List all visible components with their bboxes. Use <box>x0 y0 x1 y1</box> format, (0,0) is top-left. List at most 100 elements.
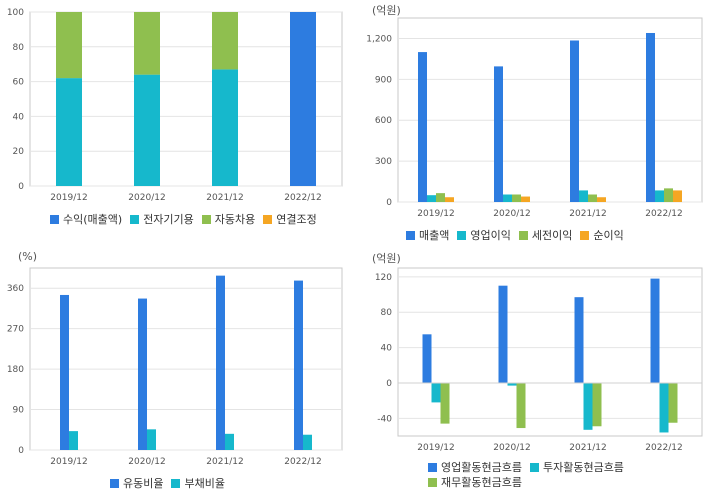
legend-item: 전자기기용 <box>130 212 194 227</box>
bar <box>216 275 225 450</box>
legend-item: 투자활동현금흐름 <box>529 460 624 475</box>
y-tick-label: 0 <box>18 446 24 456</box>
legend-item: 유동비율 <box>110 476 163 491</box>
y-tick-label: 0 <box>386 198 392 208</box>
bar <box>583 382 593 430</box>
y-tick-label: 40 <box>13 112 25 122</box>
y-tick-label: 180 <box>7 365 24 375</box>
bar <box>290 12 316 186</box>
legend-label: 연결조정 <box>276 213 317 226</box>
x-tick-label: 2019/12 <box>417 443 454 453</box>
bar <box>570 40 579 202</box>
legend-swatch <box>201 215 211 224</box>
bar <box>212 69 238 186</box>
bar <box>588 194 597 202</box>
bar <box>427 195 436 202</box>
x-tick-label: 2021/12 <box>206 193 243 203</box>
legend-label: 매출액 <box>419 229 450 242</box>
x-tick-label: 2022/12 <box>645 209 682 219</box>
legend-swatch <box>518 231 528 240</box>
y-tick-label: 100 <box>7 8 24 18</box>
x-tick-label: 2022/12 <box>284 193 321 203</box>
bar <box>512 194 521 202</box>
bar <box>498 285 508 383</box>
bar <box>655 190 664 202</box>
legend-item: 세전이익 <box>518 228 573 243</box>
chart-unit: (%) <box>18 250 38 263</box>
bar <box>521 196 530 202</box>
x-tick-label: 2022/12 <box>645 443 682 453</box>
bar <box>134 12 160 75</box>
legend-swatch <box>406 231 415 240</box>
bar <box>579 190 588 202</box>
bar <box>69 431 78 450</box>
chart-legend: 수익(매출액) 전자기기용 자동차용 연결조정 <box>50 212 340 227</box>
bar <box>574 297 584 383</box>
bar <box>664 188 673 202</box>
legend-item: 자동차용 <box>201 212 255 227</box>
y-tick-label: 900 <box>375 75 392 85</box>
bar <box>60 294 69 450</box>
legend-item: 영업활동현금흐름 <box>428 460 522 475</box>
y-tick-label: 1,200 <box>366 34 392 44</box>
bar <box>440 382 450 424</box>
y-tick-label: 0 <box>18 182 24 192</box>
x-tick-label: 2020/12 <box>128 457 165 467</box>
chart-unit: (억원) <box>372 4 401 17</box>
legend-label: 수익(매출액) <box>63 213 123 226</box>
chart-legend: 유동비율 부채비율 <box>110 476 350 491</box>
bar <box>673 190 682 202</box>
legend-label: 영업활동현금흐름 <box>441 461 522 474</box>
bar <box>494 66 503 202</box>
legend-item: 수익(매출액) <box>50 212 122 227</box>
legend-item: 재무활동현금흐름 <box>428 475 522 490</box>
legend-item: 매출액 <box>406 228 449 243</box>
x-tick-label: 2019/12 <box>417 209 454 219</box>
plot-frame <box>397 17 703 203</box>
ratio-chart: (%) 0 90 180 270 360 2019/12 2020/12 2021/12 202… <box>0 248 360 496</box>
y-tick-label: 20 <box>13 147 25 157</box>
legend-swatch <box>110 479 119 488</box>
y-tick-label: 0 <box>386 379 392 389</box>
y-tick-label: 40 <box>381 344 393 354</box>
bar <box>147 429 156 450</box>
bar <box>294 280 303 450</box>
legend-item: 부채비율 <box>171 476 225 491</box>
bar <box>507 382 517 386</box>
x-tick-label: 2020/12 <box>493 443 530 453</box>
x-tick-label: 2019/12 <box>50 193 87 203</box>
legend-label: 투자활동현금흐름 <box>542 461 624 474</box>
x-tick-label: 2020/12 <box>128 193 165 203</box>
x-tick-label: 2021/12 <box>569 209 606 219</box>
cashflow-chart: (억원) -40 0 40 80 120 2019/12 2020/12 2021/12 202… <box>360 248 720 496</box>
bar <box>668 382 678 423</box>
legend-swatch <box>529 463 539 472</box>
chart-plot: -40 0 40 80 120 2019/12 2020/12 2021/12 2022/12 <box>375 267 703 453</box>
bar <box>56 78 82 186</box>
legend-label: 세전이익 <box>531 229 573 242</box>
income-chart: (억원) 0 300 600 900 1,200 2019/12 2020/12 2021/1… <box>360 0 720 248</box>
y-tick-label: 60 <box>13 78 25 88</box>
legend-swatch <box>263 215 273 224</box>
y-tick-label: 600 <box>375 116 392 126</box>
y-tick-label: -40 <box>377 414 392 424</box>
chart-plot: 0 300 600 900 1,200 2019/12 2020/12 2021/12 2022… <box>366 17 703 219</box>
bar <box>597 197 606 202</box>
legend-swatch <box>457 231 467 240</box>
y-tick-label: 90 <box>13 406 25 416</box>
bar <box>650 278 660 383</box>
x-tick-label: 2022/12 <box>284 457 321 467</box>
bar <box>516 382 526 429</box>
bar <box>592 382 602 427</box>
revenue-composition-chart: 0 20 40 60 80 100 2019/12 2020/12 2021/12 2022/12… <box>0 0 360 248</box>
chart-legend: 매출액 영업이익 세전이익 순이익 <box>406 228 716 243</box>
bar <box>422 334 432 383</box>
chart-plot: 0 90 180 270 360 2019/12 2020/12 2021/12 2022/12 <box>7 267 343 467</box>
legend-item: 순이익 <box>580 228 624 243</box>
x-tick-label: 2019/12 <box>50 457 87 467</box>
legend-swatch <box>50 215 59 224</box>
bar <box>503 194 512 202</box>
y-tick-label: 300 <box>375 157 392 167</box>
bar <box>303 434 312 450</box>
y-tick-label: 80 <box>381 308 393 318</box>
